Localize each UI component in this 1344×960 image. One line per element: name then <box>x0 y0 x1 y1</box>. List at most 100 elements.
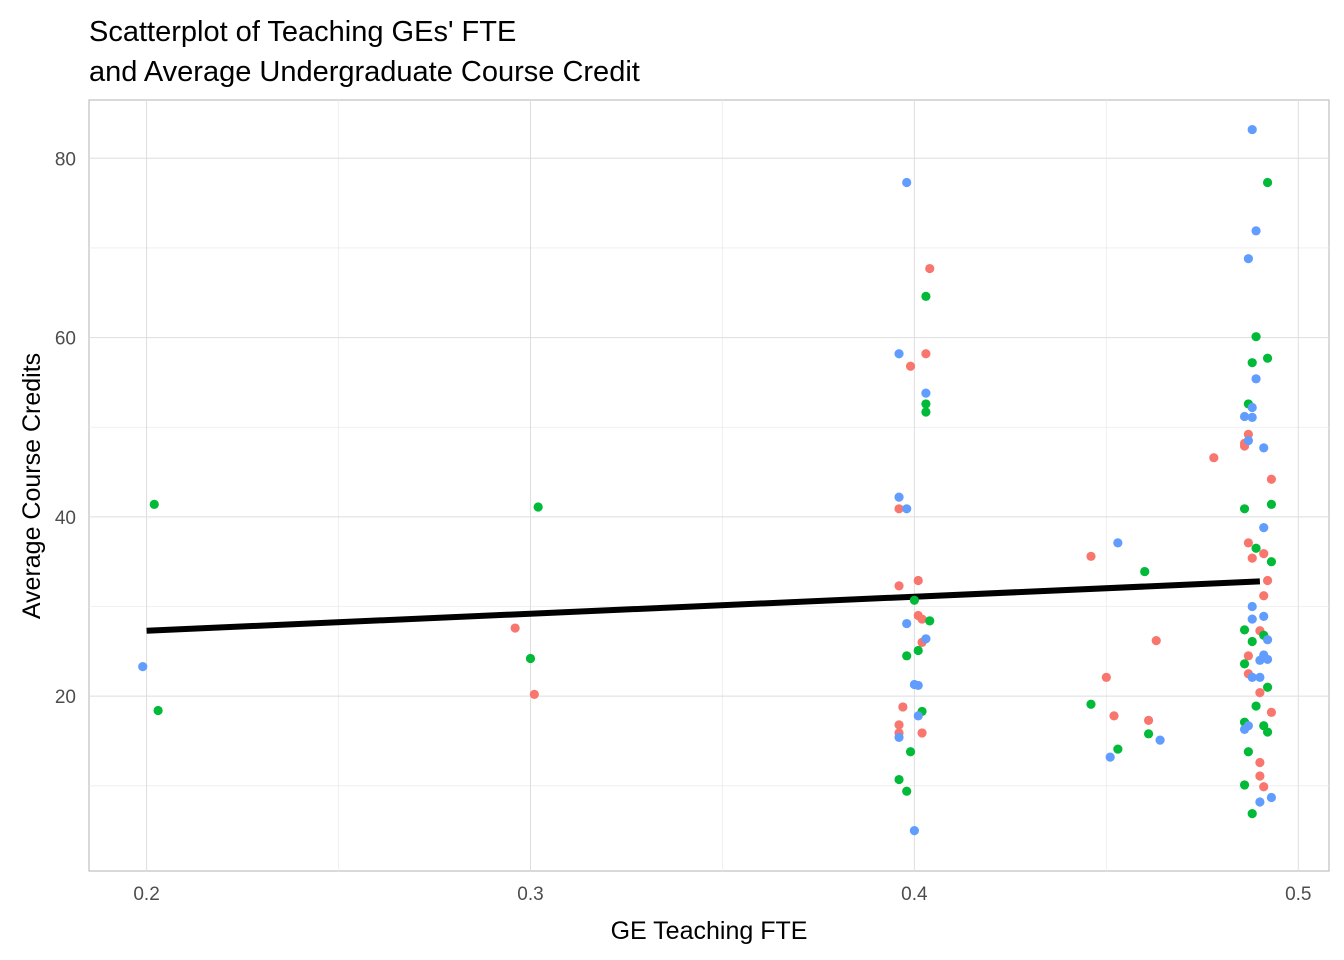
scatter-point <box>1243 538 1253 548</box>
scatter-point <box>894 492 904 502</box>
y-tick-label: 60 <box>55 329 76 350</box>
scatter-point <box>1247 809 1257 819</box>
scatter-point <box>1239 780 1250 790</box>
scatter-point <box>1259 611 1269 621</box>
scatter-point <box>894 732 904 743</box>
scatter-point <box>1247 553 1257 563</box>
scatter-point <box>510 623 520 633</box>
scatter-point <box>902 786 912 796</box>
x-tick-label: 0.5 <box>1285 884 1311 905</box>
scatter-point <box>894 774 904 785</box>
scatter-point <box>1101 672 1111 682</box>
scatter-point <box>1113 538 1123 548</box>
scatter-point <box>153 705 163 716</box>
scatter-point <box>909 826 919 836</box>
scatter-point <box>921 407 931 417</box>
scatter-point <box>902 651 912 661</box>
scatter-point <box>902 618 912 629</box>
trend-line <box>146 578 1261 634</box>
scatter-point <box>1247 402 1257 413</box>
scatter-point <box>1259 782 1269 792</box>
scatter-point <box>1247 601 1257 612</box>
chart-title-line-1: Scatterplot of Teaching GEs' FTE <box>89 16 517 48</box>
scatter-point <box>1247 358 1257 368</box>
scatter-point <box>1259 523 1269 533</box>
scatter-point <box>925 616 935 626</box>
trend-line-group <box>146 578 1261 634</box>
y-tick-label: 40 <box>55 508 76 529</box>
scatter-point <box>905 747 916 757</box>
scatter-point <box>917 614 927 624</box>
scatter-point <box>1239 504 1250 514</box>
scatter-point <box>1113 744 1123 754</box>
y-axis-title: Average Course Credits <box>18 353 46 619</box>
scatter-point <box>1247 672 1257 682</box>
scatter-point <box>1266 792 1277 803</box>
axis-ticks: 0.2 0.3 0.4 0.5 20 40 60 80 <box>55 149 1312 905</box>
scatter-point <box>921 388 931 398</box>
scatter-point <box>1262 635 1273 645</box>
scatter-point <box>1143 729 1154 739</box>
scatter-point <box>1247 636 1257 647</box>
scatter-point <box>909 595 919 605</box>
scatter-point <box>1255 797 1265 807</box>
scatter-point <box>1243 254 1253 264</box>
scatter-point <box>1255 672 1265 682</box>
scatter-point <box>1209 453 1219 463</box>
scatter-point <box>1105 752 1115 762</box>
y-tick-label: 80 <box>55 149 76 170</box>
scatter-point <box>1262 654 1273 665</box>
scatter-point <box>1086 551 1096 561</box>
y-tick-label: 20 <box>55 687 76 708</box>
scatter-point <box>1262 682 1273 692</box>
scatter-point <box>1140 566 1150 577</box>
scatter-point <box>894 349 904 359</box>
scatter-point <box>921 634 931 644</box>
scatter-point <box>1266 474 1277 484</box>
scatter-point <box>1259 591 1269 601</box>
scatter-point <box>1109 711 1119 721</box>
grid-lines <box>89 100 1329 871</box>
scatter-point <box>1262 727 1273 737</box>
x-tick-label: 0.3 <box>517 884 543 905</box>
scatter-point <box>1243 721 1253 731</box>
scatter-point <box>894 720 904 730</box>
scatter-point <box>913 680 923 691</box>
scatter-point <box>1247 412 1257 422</box>
scatter-point <box>529 689 539 699</box>
scatter-point <box>1255 771 1265 781</box>
scatter-point <box>894 504 904 514</box>
scatter-point <box>913 711 923 721</box>
scatter-point <box>921 349 931 359</box>
scatter-point <box>894 581 904 591</box>
scatter-point <box>1266 499 1277 509</box>
scatter-point <box>1251 226 1261 236</box>
scatter-point <box>917 728 927 738</box>
scatter-point <box>1262 353 1273 363</box>
scatter-point <box>1151 635 1161 646</box>
scatter-point <box>902 504 912 514</box>
scatter-point <box>1262 575 1273 586</box>
scatter-point <box>1239 411 1250 422</box>
scatter-point <box>913 645 923 656</box>
scatter-point <box>921 399 931 409</box>
scatter-point <box>138 661 148 672</box>
scatter-point <box>1266 707 1277 717</box>
x-tick-label: 0.4 <box>901 884 928 905</box>
scatter-point <box>533 502 543 512</box>
scatter-point <box>1086 699 1096 709</box>
scatter-point <box>1259 443 1269 453</box>
scatter-point <box>1255 687 1265 698</box>
scatter-point <box>905 361 916 371</box>
scatter-point <box>902 177 912 188</box>
scatter-point <box>1247 614 1257 624</box>
scatter-point <box>1251 543 1261 553</box>
scatter-point <box>1155 735 1165 745</box>
scatter-point <box>1255 757 1265 768</box>
x-axis-title: GE Teaching FTE <box>611 917 808 945</box>
scatter-point <box>1243 651 1253 661</box>
scatter-point <box>913 575 923 586</box>
scatter-point <box>525 653 536 664</box>
scatter-point <box>1243 747 1253 757</box>
